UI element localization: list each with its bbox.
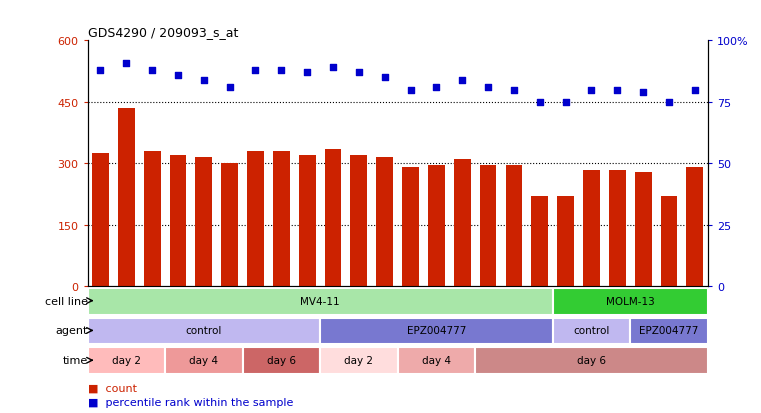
Bar: [170, 156, 186, 287]
Point: [379, 75, 391, 81]
Text: day 4: day 4: [422, 355, 451, 366]
Bar: [609, 170, 626, 287]
Bar: [505, 166, 522, 287]
Point: [482, 85, 494, 91]
Bar: [243, 348, 320, 374]
Bar: [118, 109, 135, 287]
Bar: [351, 156, 368, 287]
Point: [353, 70, 365, 76]
Bar: [557, 197, 574, 287]
Text: control: control: [186, 325, 222, 336]
Bar: [320, 318, 552, 344]
Bar: [475, 348, 708, 374]
Bar: [88, 318, 320, 344]
Text: GDS4290 / 209093_s_at: GDS4290 / 209093_s_at: [88, 26, 238, 39]
Point: [611, 87, 623, 94]
Bar: [397, 348, 475, 374]
Bar: [635, 172, 651, 287]
Bar: [428, 166, 444, 287]
Point: [430, 85, 442, 91]
Bar: [479, 166, 496, 287]
Bar: [88, 288, 552, 315]
Point: [250, 67, 262, 74]
Point: [559, 99, 572, 106]
Bar: [144, 152, 161, 287]
Bar: [221, 164, 238, 287]
Bar: [583, 170, 600, 287]
Point: [404, 87, 416, 94]
Point: [508, 87, 520, 94]
Point: [637, 90, 649, 96]
Point: [120, 60, 132, 66]
Point: [172, 72, 184, 79]
Bar: [88, 348, 165, 374]
Bar: [92, 154, 109, 287]
Point: [198, 77, 210, 84]
Point: [275, 67, 288, 74]
Point: [146, 67, 158, 74]
Bar: [273, 152, 290, 287]
Text: ■  percentile rank within the sample: ■ percentile rank within the sample: [88, 397, 293, 407]
Point: [689, 87, 701, 94]
Point: [327, 65, 339, 71]
Point: [94, 67, 107, 74]
Bar: [630, 318, 708, 344]
Bar: [661, 197, 677, 287]
Text: agent: agent: [55, 325, 88, 336]
Bar: [686, 168, 703, 287]
Text: MOLM-13: MOLM-13: [606, 296, 654, 306]
Bar: [376, 158, 393, 287]
Text: day 6: day 6: [577, 355, 606, 366]
Point: [456, 77, 468, 84]
Text: day 2: day 2: [112, 355, 141, 366]
Point: [663, 99, 675, 106]
Point: [533, 99, 546, 106]
Text: control: control: [573, 325, 610, 336]
Bar: [402, 168, 419, 287]
Bar: [247, 152, 264, 287]
Text: EPZ004777: EPZ004777: [406, 325, 466, 336]
Bar: [299, 156, 316, 287]
Point: [301, 70, 314, 76]
Bar: [454, 160, 470, 287]
Text: time: time: [62, 355, 88, 366]
Bar: [320, 348, 397, 374]
Point: [585, 87, 597, 94]
Text: EPZ004777: EPZ004777: [639, 325, 699, 336]
Bar: [196, 158, 212, 287]
Bar: [531, 197, 548, 287]
Text: day 6: day 6: [267, 355, 296, 366]
Bar: [552, 318, 630, 344]
Text: day 2: day 2: [345, 355, 374, 366]
Text: day 4: day 4: [189, 355, 218, 366]
Text: cell line: cell line: [44, 296, 88, 306]
Bar: [165, 348, 243, 374]
Text: ■  count: ■ count: [88, 382, 136, 392]
Text: MV4-11: MV4-11: [301, 296, 340, 306]
Bar: [325, 150, 342, 287]
Point: [224, 85, 236, 91]
Bar: [552, 288, 708, 315]
